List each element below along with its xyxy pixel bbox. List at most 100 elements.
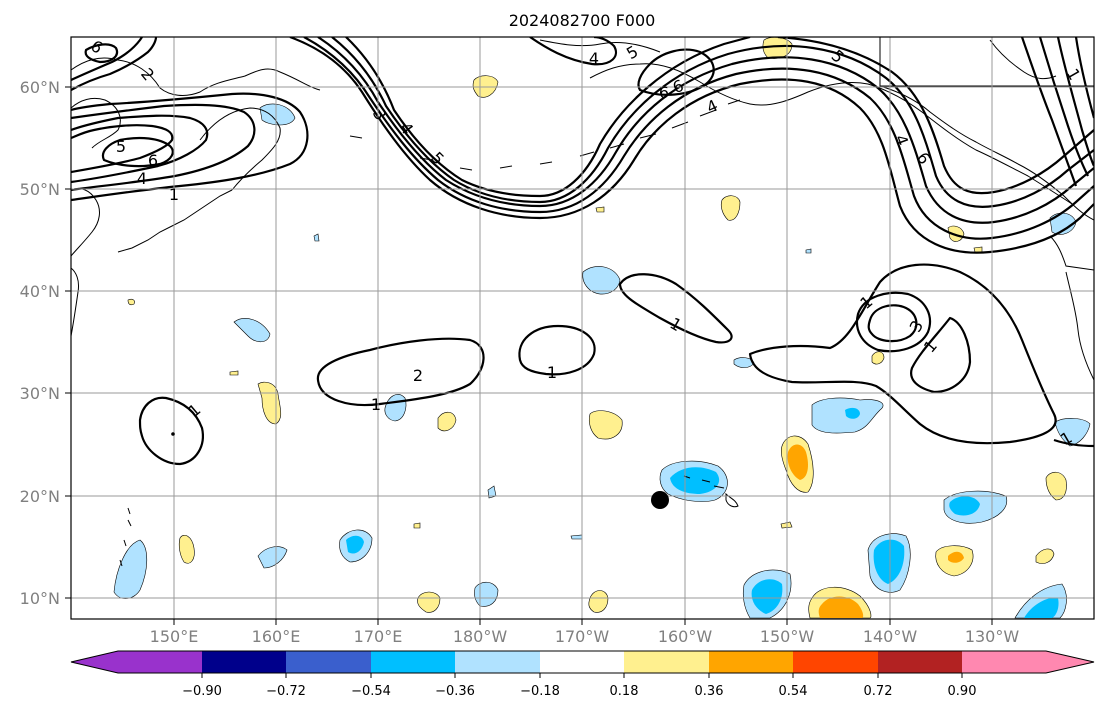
contour-line (618, 273, 733, 344)
latitude-label: 40°N (20, 282, 60, 301)
longitude-label: 160°E (252, 627, 301, 646)
latitude-label: 10°N (20, 589, 60, 608)
map-title: 2024082700 F000 (509, 11, 656, 30)
contour-line (317, 37, 1094, 224)
contour-label: 5 (116, 137, 126, 156)
colorbar: −0.90 −0.72 −0.54 −0.36 −0.18 0.18 0.36 … (70, 650, 1095, 699)
contour-line (910, 316, 972, 394)
colorbar-tick-label: −0.90 (182, 684, 222, 699)
positive-anomaly-patch (472, 75, 499, 98)
positive-anomaly-core (948, 551, 964, 563)
positive-anomaly-patch (413, 522, 421, 529)
contour-line (1053, 438, 1094, 448)
positive-anomaly-patch (1035, 548, 1055, 564)
coastlines (71, 37, 1094, 567)
contour-line (1020, 37, 1094, 187)
negative-anomaly-patch (233, 318, 271, 343)
negative-anomaly-core (873, 539, 905, 584)
kuril-islands (117, 189, 233, 253)
negative-anomaly-patch (257, 546, 288, 569)
latitude-label: 50°N (20, 180, 60, 199)
colorbar-swatch (371, 651, 455, 673)
alaska-southeast-coast (879, 85, 1094, 221)
colorbar-tick-label: 0.90 (948, 684, 977, 699)
positive-anomaly-patch (588, 410, 623, 440)
latitude-labels: 60°N 50°N 40°N 30°N 20°N 10°N (20, 78, 60, 608)
colorbar-tick-label: −0.36 (435, 684, 475, 699)
contour-label: 1 (920, 336, 941, 356)
negative-anomaly-patch (113, 539, 148, 599)
positive-anomaly-patch (762, 37, 793, 59)
colorbar-swatch (793, 651, 878, 673)
colorbar-tick-label: −0.72 (266, 684, 306, 699)
contour-line (331, 37, 1094, 208)
contour-line (71, 92, 309, 202)
contour-line (138, 396, 204, 466)
contour-label: 1 (371, 395, 381, 414)
negative-anomaly-patch (259, 103, 296, 126)
colorbar-tick-label: 0.36 (695, 684, 724, 699)
colorbar-outline (70, 650, 1095, 674)
contour-line (748, 263, 1057, 445)
longitude-label: 170°W (555, 627, 610, 646)
positive-anomaly-patch (229, 370, 239, 376)
kamchatka-peninsula (199, 107, 281, 191)
contour-lines (71, 37, 1094, 466)
positive-anomaly-patch (588, 590, 609, 613)
alaska-peninsula (589, 63, 1073, 205)
colorbar-tick-labels: −0.90 −0.72 −0.54 −0.36 −0.18 0.18 0.36 … (182, 684, 976, 699)
negative-anomaly-core (845, 407, 860, 419)
contour-label: 6 (148, 151, 158, 170)
longitude-label: 170°E (354, 627, 403, 646)
latitude-label: 30°N (20, 384, 60, 403)
north-america-coast (1049, 235, 1094, 381)
contour-line (345, 37, 751, 198)
positive-anomaly-patch (178, 535, 195, 564)
contour-line (71, 114, 209, 184)
colorbar-tick-label: −0.18 (520, 684, 560, 699)
positive-anomaly-patch (437, 411, 457, 432)
longitude-label: 160°W (658, 627, 713, 646)
colorbar-swatches (71, 651, 1094, 673)
small-point-marker (171, 432, 175, 436)
contour-line (101, 136, 174, 168)
longitude-label: 130°W (965, 627, 1020, 646)
colorbar-tick-label: −0.54 (351, 684, 391, 699)
positive-anomaly-patch (1045, 471, 1067, 501)
axis-ticks (65, 86, 993, 625)
colorbar-swatch (962, 651, 1094, 673)
contour-label: 1 (169, 185, 179, 204)
contour-line (316, 337, 485, 407)
negative-anomaly-core (670, 467, 720, 494)
positive-anomaly-patch (973, 246, 983, 253)
contour-line (71, 103, 256, 192)
colorbar-tick-label: 0.54 (779, 684, 808, 699)
longitude-label: 180°W (453, 627, 508, 646)
contour-label: 2 (413, 366, 423, 385)
contour-line (71, 124, 174, 174)
colorbar-swatch (455, 651, 540, 673)
contour-label: 4 (589, 49, 599, 68)
contour-label: 4 (137, 169, 147, 188)
contour-line (518, 324, 596, 376)
positive-anomaly-core (787, 444, 808, 480)
colorbar-tick-label: 0.18 (610, 684, 639, 699)
colorbar-swatch (624, 651, 709, 673)
contour-line (529, 37, 618, 66)
latitude-label: 60°N (20, 78, 60, 97)
contour-line (84, 43, 119, 64)
negative-anomaly-patch (474, 581, 499, 607)
contour-line (71, 37, 143, 81)
positive-anomaly-patch (595, 206, 605, 213)
contour-line (777, 37, 1094, 195)
alaska-interior-border (989, 39, 1057, 80)
positive-anomaly-patch (417, 591, 441, 613)
longitude-label: 150°W (760, 627, 815, 646)
negative-anomaly-patch (384, 394, 407, 422)
canada-border (879, 37, 1094, 87)
japan-honshu (71, 267, 79, 337)
contour-label: 1 (667, 314, 685, 336)
colorbar-swatch (202, 651, 286, 673)
contour-line (867, 304, 918, 343)
